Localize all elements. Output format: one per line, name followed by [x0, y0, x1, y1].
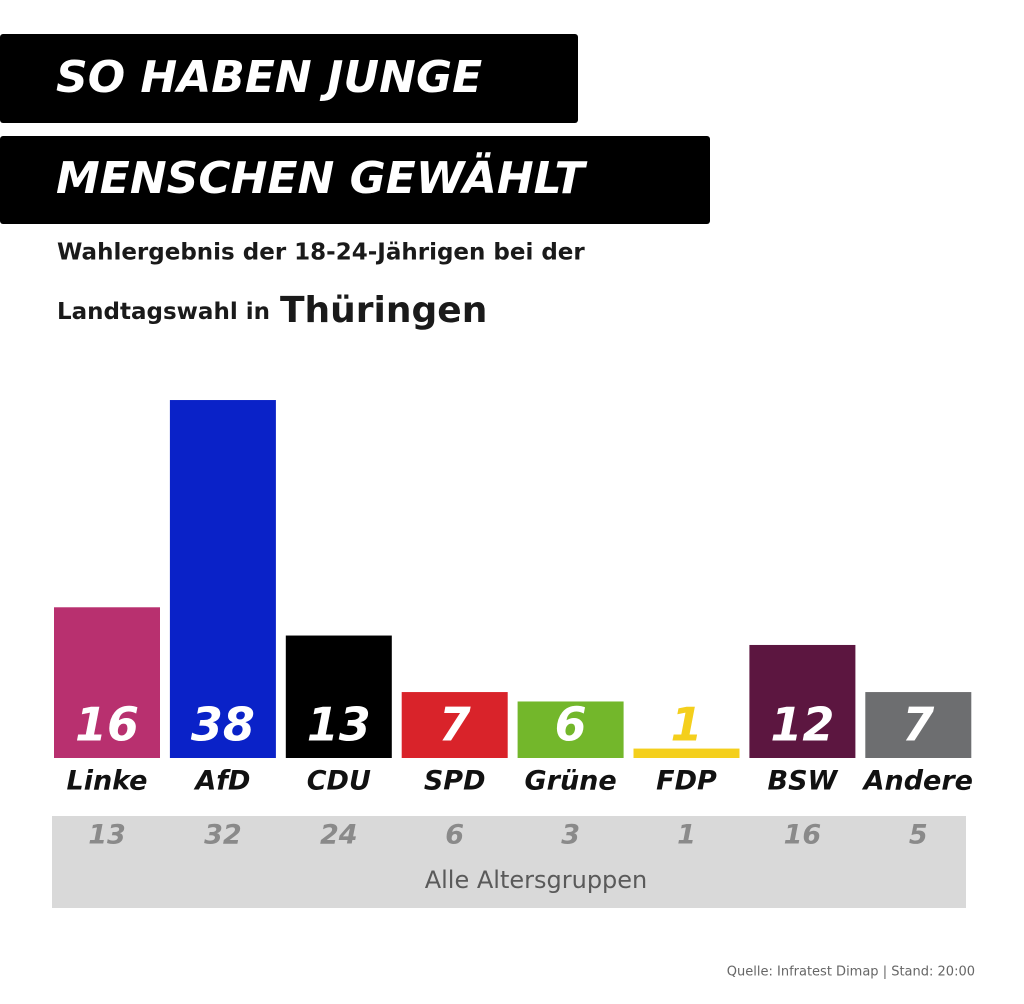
value-label: 13: [307, 698, 371, 752]
source: Quelle: Infratest Dimap | Stand: 20:00: [727, 965, 975, 980]
category-label: BSW: [767, 766, 838, 797]
comparison-label: Alle Altersgruppen: [425, 866, 648, 894]
comparison-value: 24: [320, 820, 358, 851]
comparison-box: [52, 816, 966, 908]
bar: [54, 607, 160, 758]
comparison-value: 16: [784, 820, 822, 851]
value-label: 38: [191, 698, 255, 752]
value-label: 7: [902, 698, 934, 752]
bar: [749, 644, 856, 758]
value-label: 6: [555, 698, 587, 752]
bar: [285, 635, 392, 758]
subtitle: Landtagswahl in Thüringen: [57, 290, 487, 331]
bar: [517, 701, 624, 758]
category-label: Andere: [862, 766, 973, 797]
comparison-value: 32: [204, 820, 242, 851]
value-label: 16: [75, 698, 139, 752]
bar: [401, 692, 508, 758]
subtitle-highlight: Thüringen: [280, 290, 487, 331]
category-label: SPD: [424, 766, 486, 797]
value-label: 1: [670, 698, 702, 752]
title-box: [0, 136, 710, 224]
comparison-value: 6: [445, 820, 464, 851]
title-box: [0, 34, 578, 123]
comparison-value: 3: [561, 820, 580, 851]
comparison-value: 13: [88, 820, 126, 851]
comparison-value: 5: [909, 820, 928, 851]
category-label: CDU: [307, 766, 371, 797]
category-label: Linke: [67, 766, 148, 797]
category-label: Grüne: [524, 766, 616, 797]
bar: [633, 748, 740, 758]
subtitle-part: Landtagswahl in: [57, 299, 270, 325]
value-label: 12: [770, 698, 834, 752]
comparison-value: 1: [677, 820, 696, 851]
title-line: MENSCHEN GEWÄHLT: [56, 151, 587, 204]
category-label: AfD: [193, 766, 250, 797]
bar: [865, 692, 972, 758]
bar: [169, 400, 276, 758]
value-label: 7: [439, 698, 471, 752]
title-line: SO HABEN JUNGE: [56, 52, 482, 103]
subtitle: Wahlergebnis der 18-24-Jährigen bei der: [57, 240, 585, 266]
category-label: FDP: [656, 766, 717, 797]
